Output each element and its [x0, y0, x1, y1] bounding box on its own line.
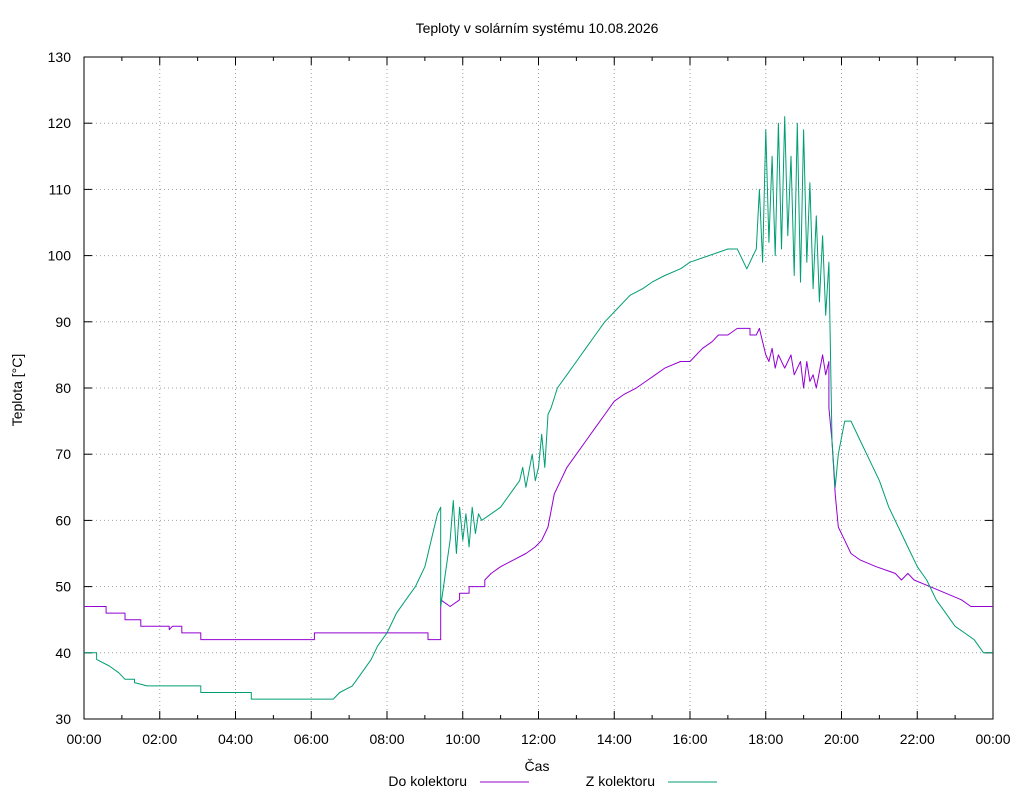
series-lines	[84, 116, 993, 700]
y-axis-ticks: 30 40 50 60 70 80 90 100 110 120 130	[48, 49, 993, 727]
x-tick-label: 16:00	[672, 731, 707, 747]
y-tick-label: 110	[49, 181, 72, 197]
x-tick-label: 00:00	[66, 731, 101, 747]
x-tick-label: 18:00	[748, 731, 783, 747]
x-tick-label: 22:00	[900, 731, 935, 747]
series-line-do-kolektoru	[84, 327, 993, 641]
y-tick-label: 100	[48, 248, 72, 264]
y-tick-label: 30	[55, 711, 71, 727]
x-tick-label: 00:00	[975, 731, 1010, 747]
legend-label-z-kolektoru: Z kolektoru	[586, 773, 655, 789]
x-tick-label: 08:00	[369, 731, 404, 747]
x-tick-label: 02:00	[142, 731, 177, 747]
series-line-z-kolektoru	[84, 116, 993, 700]
chart-title: Teploty v solárním systému 10.08.2026	[416, 20, 659, 36]
y-tick-label: 80	[55, 380, 71, 396]
y-tick-label: 130	[48, 49, 72, 65]
x-axis-label: Čas	[525, 758, 550, 774]
y-tick-label: 40	[55, 645, 71, 661]
grid-lines	[84, 57, 993, 719]
x-tick-label: 10:00	[445, 731, 480, 747]
y-tick-label: 70	[55, 446, 71, 462]
legend-label-do-kolektoru: Do kolektoru	[388, 773, 467, 789]
x-tick-label: 12:00	[521, 731, 556, 747]
y-tick-label: 60	[55, 512, 71, 528]
x-tick-label: 14:00	[597, 731, 632, 747]
x-tick-label: 04:00	[218, 731, 253, 747]
y-tick-label: 50	[55, 579, 71, 595]
legend: Do kolektoru Z kolektoru	[388, 773, 717, 789]
x-tick-label: 20:00	[824, 731, 859, 747]
y-tick-label: 120	[48, 115, 72, 131]
y-tick-label: 90	[55, 314, 71, 330]
x-axis-ticks: 00:00 02:00 04:00 06:00 08:00 10:00 12:00 14:00…	[66, 57, 1011, 747]
y-axis-label: Teplota [°C]	[9, 354, 25, 427]
x-tick-label: 06:00	[294, 731, 329, 747]
